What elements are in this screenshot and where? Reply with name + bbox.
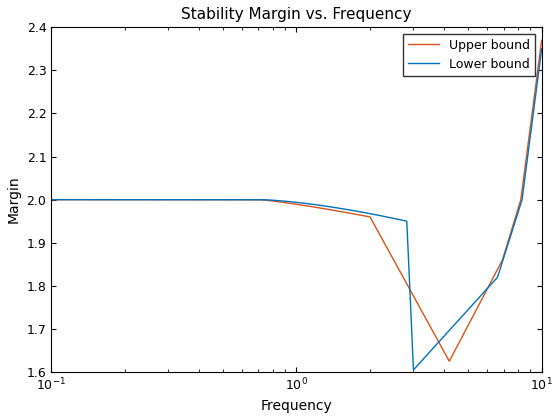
Upper bound	[286, 201, 293, 206]
Upper bound	[524, 147, 531, 152]
Upper bound	[273, 199, 280, 204]
X-axis label: Frequency: Frequency	[260, 399, 332, 413]
Lower bound	[538, 46, 545, 51]
Upper bound	[434, 337, 441, 342]
Legend: Upper bound, Lower bound: Upper bound, Lower bound	[403, 34, 535, 76]
Upper bound	[538, 38, 545, 43]
Title: Stability Margin vs. Frequency: Stability Margin vs. Frequency	[181, 7, 412, 22]
Lower bound	[435, 341, 441, 346]
Line: Lower bound: Lower bound	[51, 49, 542, 370]
Upper bound	[446, 359, 452, 364]
Upper bound	[73, 197, 80, 202]
Lower bound	[48, 197, 54, 202]
Lower bound	[410, 367, 417, 372]
Lower bound	[286, 199, 293, 204]
Lower bound	[524, 154, 531, 159]
Line: Upper bound: Upper bound	[51, 40, 542, 361]
Upper bound	[524, 144, 531, 150]
Lower bound	[273, 198, 280, 203]
Upper bound	[48, 197, 54, 202]
Lower bound	[524, 156, 531, 161]
Lower bound	[73, 197, 80, 202]
Y-axis label: Margin: Margin	[7, 176, 21, 223]
